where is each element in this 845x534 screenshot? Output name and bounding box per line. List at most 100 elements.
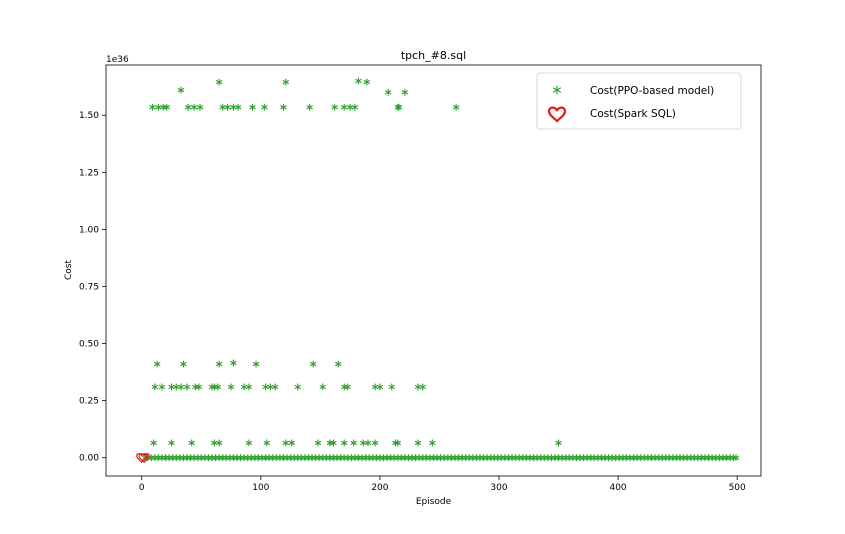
ppo-point	[414, 383, 422, 391]
spark-point	[138, 453, 150, 463]
ppo-point	[288, 439, 295, 447]
ppo-point	[294, 383, 301, 391]
ppo-point	[388, 383, 395, 391]
plot-area	[105, 64, 762, 477]
ppo-point	[263, 439, 270, 447]
legend-box	[536, 72, 742, 130]
ppo-point	[376, 383, 384, 391]
ppo-point	[306, 103, 313, 111]
x-axis-ticks: 0 100 200 300 400 500	[139, 476, 746, 493]
ppo-point	[319, 383, 326, 391]
ppo-point	[150, 439, 157, 447]
ppo-point	[245, 439, 253, 447]
ppo-point	[262, 383, 269, 391]
ppo-point	[215, 439, 223, 447]
ppo-point	[261, 103, 268, 111]
ppo-point	[344, 383, 351, 391]
ppo-point	[215, 78, 223, 86]
ppo-point	[230, 103, 237, 111]
ppo-point	[249, 103, 256, 111]
ppo-point	[310, 360, 317, 368]
y-tick-label: 0.50	[79, 340, 99, 350]
ppo-point	[346, 103, 354, 111]
ppo-point	[245, 383, 253, 391]
ppo-point	[350, 439, 357, 447]
ppo-point	[330, 439, 337, 447]
y-tick-label: 1.50	[79, 111, 99, 121]
ppo-point	[429, 439, 436, 447]
ppo-point	[355, 77, 362, 85]
ppo-point	[224, 103, 231, 111]
y-axis-ticks: 0.00 0.25 0.50 0.75 1.00 1.25 1.50	[79, 111, 106, 464]
x-tick-label: 400	[609, 483, 626, 493]
series-spark-points	[136, 453, 150, 463]
ppo-point	[168, 383, 175, 391]
ppo-point	[394, 439, 401, 447]
legend-spark-marker	[547, 106, 567, 123]
ppo-point	[188, 439, 195, 447]
ppo-point	[227, 383, 235, 391]
ppo-point	[267, 383, 274, 391]
ppo-point	[211, 439, 218, 447]
x-tick-label: 0	[139, 483, 145, 493]
ppo-point	[149, 103, 156, 111]
legend-spark-heart	[547, 106, 567, 123]
ppo-point	[173, 383, 180, 391]
ppo-point	[395, 103, 403, 111]
legend: Cost(PPO-based model) Cost(Spark SQL)	[536, 72, 742, 130]
ppo-point	[360, 439, 367, 447]
ppo-point	[732, 454, 740, 462]
ppo-point	[385, 88, 392, 96]
ppo-point	[282, 439, 289, 447]
ppo-point	[341, 103, 348, 111]
ppo-point	[240, 383, 248, 391]
y-axis-title: Cost	[64, 260, 74, 280]
ppo-point	[401, 88, 409, 96]
ppo-point	[414, 439, 422, 447]
ppo-point	[351, 103, 359, 111]
ppo-point	[364, 439, 372, 447]
ppo-point	[185, 103, 192, 111]
ppo-point	[331, 103, 338, 111]
ppo-point	[363, 78, 370, 86]
ppo-point	[214, 383, 222, 391]
ppo-point	[177, 383, 185, 391]
chart-title: tpch_#8.sql	[401, 49, 466, 62]
ppo-point	[252, 360, 260, 368]
ppo-point	[163, 103, 170, 111]
ppo-point	[158, 383, 166, 391]
y-tick-label: 0.25	[79, 397, 99, 407]
series-ppo-points	[142, 77, 740, 462]
ppo-point	[219, 103, 226, 111]
y-tick-label: 1.25	[79, 168, 99, 178]
y-tick-label: 0.00	[79, 454, 99, 464]
legend-spark-label: Cost(Spark SQL)	[590, 108, 676, 120]
ppo-point	[230, 359, 237, 367]
x-axis-title: Episode	[416, 497, 452, 507]
ppo-point	[215, 360, 223, 368]
ppo-point	[314, 439, 322, 447]
ppo-point	[341, 439, 348, 447]
x-tick-label: 300	[490, 483, 507, 493]
ppo-point	[555, 439, 562, 447]
ppo-point	[183, 383, 191, 391]
x-tick-label: 500	[729, 483, 746, 493]
ppo-point	[280, 103, 287, 111]
ppo-point	[235, 103, 242, 111]
y-offset-label: 1e36	[106, 55, 129, 65]
ppo-point	[180, 360, 187, 368]
ppo-point	[371, 383, 379, 391]
ppo-point	[282, 78, 289, 86]
y-tick-label: 1.00	[79, 225, 99, 235]
spark-point	[136, 453, 148, 463]
ppo-point	[196, 103, 204, 111]
legend-ppo-label: Cost(PPO-based model)	[590, 85, 714, 97]
legend-ppo-marker	[552, 85, 562, 95]
ppo-point	[190, 103, 198, 111]
y-tick-label: 0.75	[79, 282, 99, 292]
ppo-point	[195, 383, 203, 391]
ppo-point	[151, 383, 158, 391]
legend-ppo-star	[552, 85, 562, 95]
ppo-point	[452, 103, 460, 111]
